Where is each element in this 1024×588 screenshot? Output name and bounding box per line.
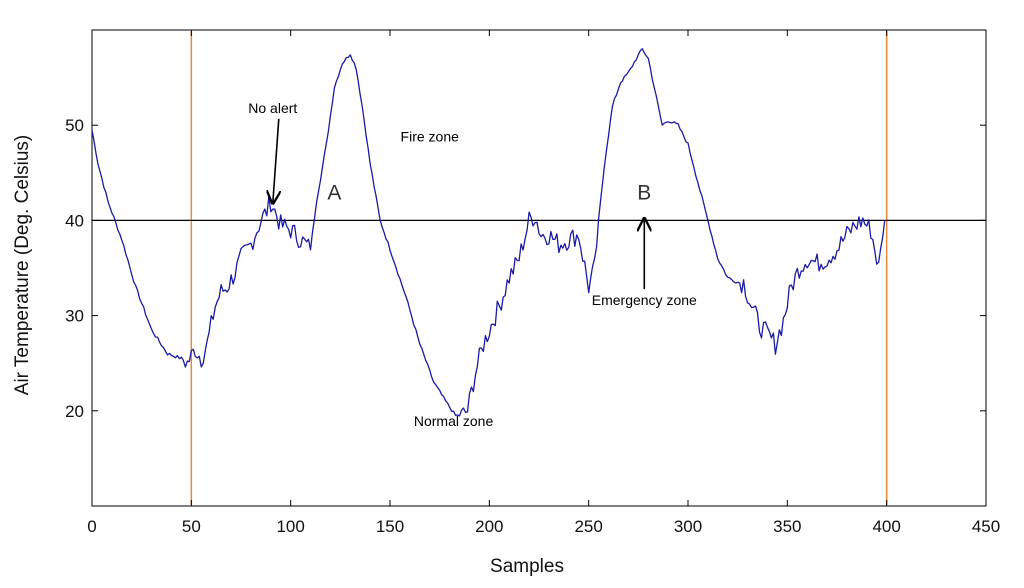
region-letter-label: A (327, 181, 341, 204)
x-tick-label: 100 (276, 517, 304, 536)
plot-area (91, 29, 987, 507)
annotation-arrow (273, 118, 279, 203)
x-tick-label: 250 (574, 517, 602, 536)
series-line (91, 48, 886, 417)
y-tick-label: 40 (65, 211, 84, 230)
x-tick-label: 0 (87, 517, 96, 536)
y-tick-label: 50 (65, 116, 84, 135)
x-tick-label: 150 (376, 517, 404, 536)
x-tick-label: 50 (182, 517, 201, 536)
x-axis-label: Samples (490, 556, 564, 577)
x-tick-label: 350 (773, 517, 801, 536)
x-tick-label: 200 (475, 517, 503, 536)
annotation-label: No alert (248, 100, 297, 116)
region-letter-label: B (637, 181, 651, 204)
annotation-label: Fire zone (401, 128, 460, 144)
y-axis-label: Air Temperature (Deg. Celsius) (12, 135, 33, 395)
x-tick-label: 400 (872, 517, 900, 536)
axis-ticks: 0 50 100 150 200 250 300 350 400 450 20 30 40 50 (65, 30, 1000, 536)
y-tick-label: 20 (65, 402, 84, 421)
annotation-label: Normal zone (414, 413, 494, 429)
annotations: No alert A Fire zone B Emergency zone Normal … (248, 100, 697, 429)
x-tick-label: 450 (972, 517, 1000, 536)
plot-frame (91, 29, 987, 507)
y-tick-label: 30 (65, 307, 84, 326)
x-tick-label: 300 (674, 517, 702, 536)
annotation-label: Emergency zone (592, 292, 697, 308)
